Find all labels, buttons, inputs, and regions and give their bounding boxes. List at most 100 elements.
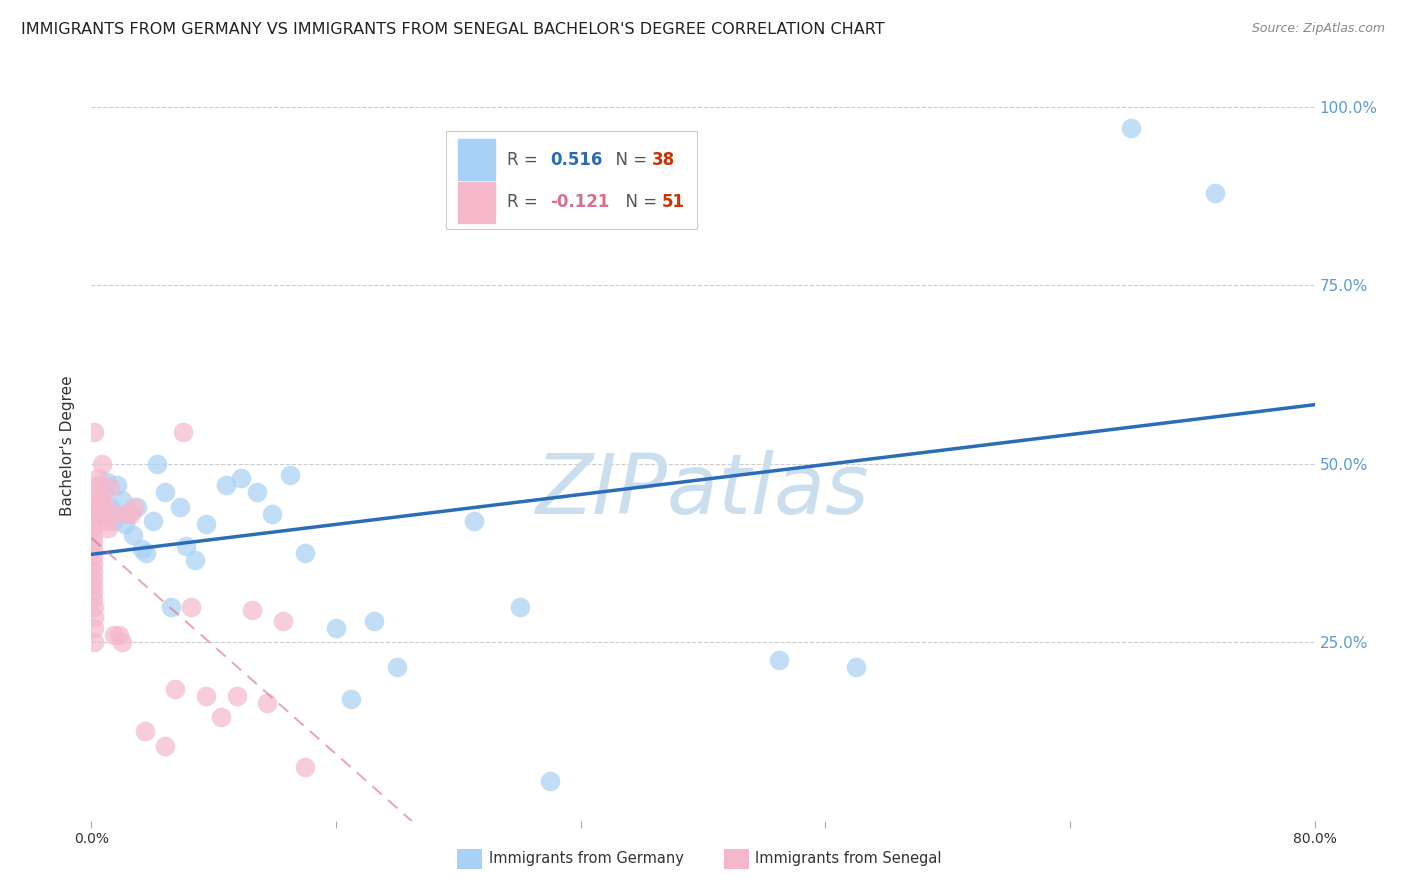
- Text: R =: R =: [508, 194, 543, 211]
- Text: R =: R =: [508, 151, 543, 169]
- Point: [117, 507, 139, 521]
- Point: [256, 696, 278, 710]
- Point: [209, 710, 232, 724]
- Point: [114, 517, 136, 532]
- Point: [195, 517, 218, 532]
- Point: [96, 475, 118, 489]
- Point: [160, 599, 183, 614]
- Point: [82, 535, 104, 549]
- Point: [180, 599, 202, 614]
- Point: [195, 689, 218, 703]
- Point: [538, 774, 561, 789]
- Point: [87, 478, 110, 492]
- Point: [108, 628, 131, 642]
- Text: 51: 51: [661, 194, 685, 211]
- Point: [82, 521, 104, 535]
- Point: [172, 425, 194, 439]
- Point: [260, 507, 283, 521]
- Point: [225, 689, 247, 703]
- Point: [82, 507, 104, 521]
- Point: [86, 507, 108, 521]
- Point: [86, 471, 108, 485]
- Text: Immigrants from Senegal: Immigrants from Senegal: [755, 851, 942, 865]
- Text: Immigrants from Germany: Immigrants from Germany: [489, 851, 685, 865]
- Point: [114, 507, 136, 521]
- Point: [509, 599, 531, 614]
- Point: [111, 635, 134, 649]
- Point: [231, 471, 253, 485]
- Point: [83, 425, 105, 439]
- Text: -0.121: -0.121: [550, 194, 609, 211]
- Point: [340, 692, 363, 706]
- Point: [82, 528, 104, 542]
- Point: [1121, 121, 1143, 136]
- Point: [111, 492, 134, 507]
- Point: [103, 628, 125, 642]
- Point: [1204, 186, 1226, 200]
- Point: [94, 500, 117, 514]
- Point: [120, 507, 142, 521]
- Point: [91, 457, 114, 471]
- Point: [294, 546, 316, 560]
- Point: [82, 557, 104, 571]
- FancyBboxPatch shape: [446, 131, 697, 228]
- Point: [121, 528, 143, 542]
- Point: [294, 760, 316, 774]
- Point: [90, 492, 112, 507]
- Point: [103, 514, 125, 528]
- Point: [134, 724, 156, 739]
- Text: N =: N =: [605, 151, 652, 169]
- Point: [141, 514, 163, 528]
- Text: IMMIGRANTS FROM GERMANY VS IMMIGRANTS FROM SENEGAL BACHELOR'S DEGREE CORRELATION: IMMIGRANTS FROM GERMANY VS IMMIGRANTS FR…: [21, 22, 884, 37]
- Text: Source: ZipAtlas.com: Source: ZipAtlas.com: [1251, 22, 1385, 36]
- Point: [215, 478, 238, 492]
- Point: [278, 467, 301, 482]
- Point: [101, 507, 124, 521]
- Point: [135, 546, 157, 560]
- Point: [96, 514, 118, 528]
- Point: [131, 542, 153, 557]
- Text: ZIPatlas: ZIPatlas: [536, 450, 870, 532]
- Point: [271, 614, 294, 628]
- Point: [165, 681, 187, 696]
- Point: [153, 485, 176, 500]
- Point: [93, 485, 115, 500]
- Point: [245, 485, 267, 500]
- FancyBboxPatch shape: [458, 182, 495, 223]
- Point: [169, 500, 191, 514]
- Point: [82, 571, 104, 585]
- Point: [363, 614, 385, 628]
- Point: [153, 739, 176, 753]
- Point: [82, 492, 104, 507]
- Point: [83, 610, 105, 624]
- Point: [97, 521, 120, 535]
- Text: 0.516: 0.516: [550, 151, 603, 169]
- Point: [90, 500, 112, 514]
- Point: [82, 578, 104, 592]
- Point: [82, 500, 104, 514]
- Point: [385, 660, 409, 674]
- Point: [325, 621, 347, 635]
- Point: [122, 500, 145, 514]
- Point: [146, 457, 169, 471]
- Point: [83, 599, 105, 614]
- Point: [87, 485, 110, 500]
- Y-axis label: Bachelor's Degree: Bachelor's Degree: [60, 376, 76, 516]
- Point: [845, 660, 868, 674]
- Point: [240, 603, 263, 617]
- Point: [90, 507, 112, 521]
- Point: [82, 592, 104, 607]
- Point: [174, 539, 197, 553]
- Point: [768, 653, 790, 667]
- Point: [82, 542, 104, 557]
- Point: [82, 549, 104, 564]
- Text: N =: N =: [614, 194, 662, 211]
- Point: [83, 635, 105, 649]
- Point: [82, 564, 104, 578]
- Point: [82, 585, 104, 599]
- Point: [105, 478, 128, 492]
- Point: [83, 621, 105, 635]
- Text: 38: 38: [651, 151, 675, 169]
- Point: [463, 514, 485, 528]
- Point: [127, 500, 149, 514]
